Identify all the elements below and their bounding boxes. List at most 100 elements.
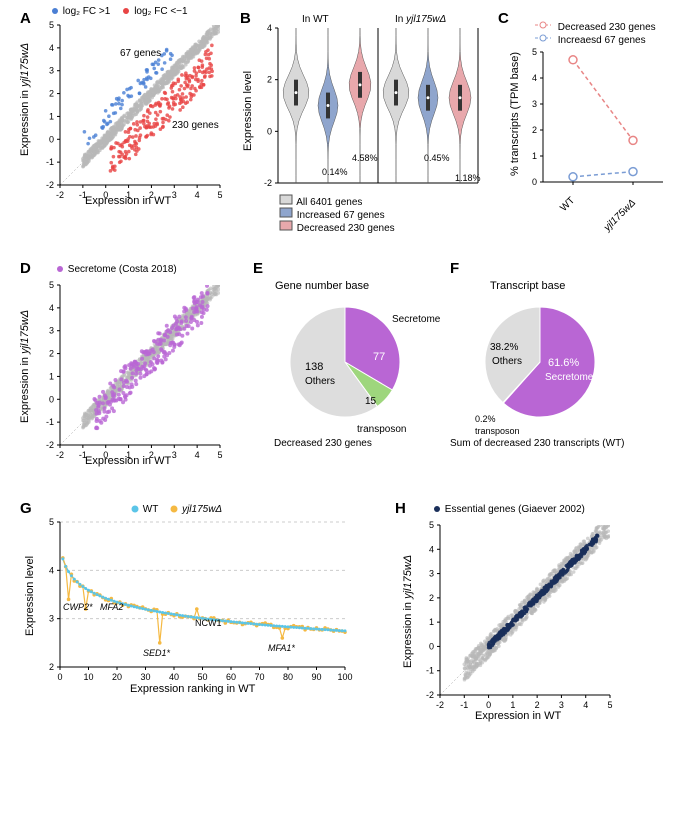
svg-text:0: 0 xyxy=(532,177,537,187)
svg-text:Others: Others xyxy=(305,376,335,387)
panel-b-label: B xyxy=(240,10,251,27)
panel-c-xlab2: yjl175wΔ xyxy=(602,197,638,233)
svg-text:4: 4 xyxy=(267,23,272,33)
svg-text:Secretome: Secretome xyxy=(545,372,594,383)
svg-text:38.2%: 38.2% xyxy=(490,342,518,353)
svg-text:2: 2 xyxy=(49,89,54,99)
panel-c-label: C xyxy=(498,10,509,27)
svg-text:2: 2 xyxy=(429,593,434,603)
panel-g-label: G xyxy=(20,500,32,517)
svg-text:-2: -2 xyxy=(56,450,64,460)
svg-text:3: 3 xyxy=(49,614,54,624)
svg-text:100: 100 xyxy=(337,672,352,682)
svg-text:0: 0 xyxy=(49,394,54,404)
svg-text:2: 2 xyxy=(535,700,540,710)
svg-text:90: 90 xyxy=(311,672,321,682)
svg-text:-1: -1 xyxy=(426,666,434,676)
panel-a-anno-top: 67 genes xyxy=(120,48,161,59)
svg-text:20: 20 xyxy=(112,672,122,682)
svg-text:Secretome: Secretome xyxy=(392,314,441,325)
panel-d-ylabel: Expression in yjl175wΔ xyxy=(19,310,31,423)
svg-text:1: 1 xyxy=(510,700,515,710)
svg-text:0.2%: 0.2% xyxy=(475,414,496,424)
panel-b-pct4: 1.18% xyxy=(455,173,481,183)
svg-text:0: 0 xyxy=(429,641,434,651)
svg-text:4: 4 xyxy=(195,190,200,200)
svg-text:2: 2 xyxy=(267,75,272,85)
panel-g-xlabel: Expression ranking in WT xyxy=(130,683,255,695)
panel-a-xlabel: Expression in WT xyxy=(85,195,171,207)
svg-text:1: 1 xyxy=(532,151,537,161)
panel-g-ylabel: Expression level xyxy=(24,556,36,636)
svg-text:3: 3 xyxy=(429,569,434,579)
svg-text:-2: -2 xyxy=(436,700,444,710)
svg-text:0: 0 xyxy=(486,700,491,710)
panel-a-legend: log₂ FC >1 log₂ FC <−1 xyxy=(50,6,188,17)
panel-d-scatter: -2-2-1-1001122334455 xyxy=(60,285,220,445)
svg-text:3: 3 xyxy=(559,700,564,710)
svg-text:transposon: transposon xyxy=(475,426,520,436)
svg-text:70: 70 xyxy=(254,672,264,682)
svg-text:5: 5 xyxy=(49,517,54,527)
svg-text:4: 4 xyxy=(49,303,54,313)
svg-text:-2: -2 xyxy=(264,178,272,188)
svg-text:-1: -1 xyxy=(46,417,54,427)
panel-b-ylabel: Expression level xyxy=(242,71,254,151)
svg-text:10: 10 xyxy=(83,672,93,682)
svg-text:15: 15 xyxy=(365,396,377,407)
panel-g-gene3: SED1* xyxy=(143,648,170,658)
panel-g-legend: WT yjl175wΔ xyxy=(130,504,222,515)
svg-text:-1: -1 xyxy=(460,700,468,710)
svg-text:4: 4 xyxy=(49,43,54,53)
svg-text:3: 3 xyxy=(49,326,54,336)
panel-g-gene5: MFA1* xyxy=(268,643,295,653)
panel-f-pie: 61.6% Secretome 38.2% Others 0.2% transp… xyxy=(465,297,615,427)
panel-h-label: H xyxy=(395,500,406,517)
panel-b-title-right: In yjl175wΔ xyxy=(395,14,446,25)
svg-text:2: 2 xyxy=(49,662,54,672)
svg-text:3: 3 xyxy=(172,190,177,200)
svg-text:61.6%: 61.6% xyxy=(548,357,579,369)
svg-text:transposon: transposon xyxy=(357,424,406,435)
panel-h-xlabel: Expression in WT xyxy=(475,710,561,722)
svg-text:4: 4 xyxy=(532,73,537,83)
svg-text:5: 5 xyxy=(607,700,612,710)
svg-text:5: 5 xyxy=(429,520,434,530)
svg-text:1: 1 xyxy=(49,371,54,381)
panel-g-gene2: MFA2 xyxy=(100,602,123,612)
panel-e-title: Gene number base xyxy=(275,280,369,292)
svg-text:0: 0 xyxy=(267,126,272,136)
panel-b-pct1: 0.14% xyxy=(322,167,348,177)
svg-text:3: 3 xyxy=(532,99,537,109)
svg-text:138: 138 xyxy=(305,361,323,373)
panel-f-caption: Sum of decreased 230 transcripts (WT) xyxy=(450,438,625,449)
svg-text:30: 30 xyxy=(140,672,150,682)
panel-a-ylabel: Expression in yjl175wΔ xyxy=(19,43,31,156)
panel-e-caption: Decreased 230 genes xyxy=(274,438,372,449)
panel-h-legend: Essential genes (Giaever 2002) xyxy=(432,504,585,515)
svg-text:5: 5 xyxy=(49,280,54,290)
panel-d-legend: Secretome (Costa 2018) xyxy=(55,264,177,275)
svg-text:3: 3 xyxy=(49,66,54,76)
svg-text:-1: -1 xyxy=(46,157,54,167)
panel-a-label: A xyxy=(20,10,31,27)
panel-b-title-left: In WT xyxy=(302,14,329,25)
svg-text:50: 50 xyxy=(197,672,207,682)
svg-text:2: 2 xyxy=(49,349,54,359)
svg-text:3: 3 xyxy=(172,450,177,460)
panel-b-pct2: 4.58% xyxy=(352,153,378,163)
svg-text:5: 5 xyxy=(532,47,537,57)
svg-text:Others: Others xyxy=(492,356,522,367)
svg-text:4: 4 xyxy=(429,544,434,554)
svg-text:-2: -2 xyxy=(46,440,54,450)
svg-text:2: 2 xyxy=(532,125,537,135)
panel-e-label: E xyxy=(253,260,263,277)
panel-f-title: Transcript base xyxy=(490,280,565,292)
svg-text:1: 1 xyxy=(429,617,434,627)
panel-b-legend-box: All 6401 genes Increased 67 genes Decrea… xyxy=(280,195,395,234)
panel-a-anno-right: 230 genes xyxy=(172,120,219,131)
panel-g-gene1: CWP2* xyxy=(63,602,93,612)
svg-text:4: 4 xyxy=(195,450,200,460)
panel-g-gene4: NCW1 xyxy=(195,618,222,628)
panel-d-xlabel: Expression in WT xyxy=(85,455,171,467)
